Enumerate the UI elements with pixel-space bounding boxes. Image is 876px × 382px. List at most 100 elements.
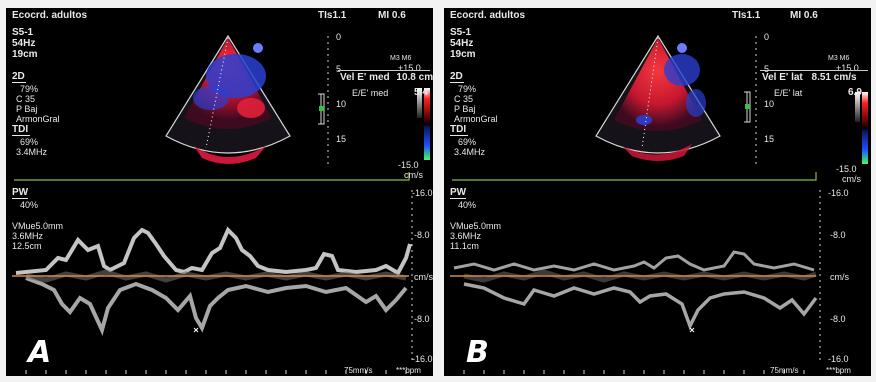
- ratio-value: 5.4: [414, 87, 428, 98]
- mode-2d-power: P Baj: [16, 104, 38, 114]
- tdi-gain: 69%: [20, 137, 39, 147]
- ecg-timeline-b: [452, 172, 817, 181]
- time-ticks-b: [463, 370, 805, 374]
- mode-2d-label: 2D: [450, 71, 463, 82]
- thermal-index: TIs1.1: [732, 10, 761, 21]
- ratio-label: E/E' lat: [774, 88, 803, 98]
- color-scale-bar-b: [862, 92, 868, 164]
- color-scale-bar-a: [424, 88, 430, 160]
- mechanical-index: MI 0.6: [790, 10, 818, 21]
- vel-tick-bottom: -16.0: [828, 354, 849, 364]
- gate-marker: [319, 106, 324, 111]
- vel-value: 10.8 cm/s: [396, 72, 433, 83]
- mode-2d-compression: C 35: [454, 94, 474, 104]
- probe-orientation-icon: [677, 43, 687, 53]
- depth-scale-b: 0 5 10 15: [744, 32, 774, 168]
- pw-underline: [12, 198, 28, 199]
- image-depth: 19cm: [450, 49, 476, 60]
- tdi-gain: 69%: [458, 137, 477, 147]
- gate-marker: [745, 104, 750, 109]
- mode-2d-gain: 79%: [458, 84, 477, 94]
- sweep-speed: 75mm/s: [770, 366, 799, 375]
- vel-label: Vel E' lat: [762, 72, 803, 83]
- color-map-mode: M3 M6: [390, 55, 412, 62]
- vel-tick-zero: cm/s: [830, 272, 849, 282]
- pw-freq: 3.6MHz: [12, 231, 44, 241]
- color-scale-top: +15.0: [398, 63, 421, 73]
- heart-rate: ***bpm: [826, 366, 851, 375]
- echo-panel-a: 0 5 10 15: [6, 8, 433, 376]
- echo-panel-b: 0 5 10 15: [444, 8, 871, 376]
- frame-rate: 54Hz: [12, 38, 36, 49]
- vel-tick-bottom: -16.0: [412, 354, 433, 364]
- color-scale-bottom: -15.0: [836, 164, 857, 174]
- probe-model: S5-1: [12, 27, 34, 38]
- pw-gain: 40%: [458, 200, 477, 210]
- depth-tick-10: 10: [336, 99, 346, 109]
- vel-label: Vel E' med: [340, 72, 390, 83]
- color-map-mode: M3 M6: [828, 55, 850, 62]
- vel-tick-upper: -8.0: [414, 230, 430, 240]
- mode-2d-compression: C 35: [16, 94, 36, 104]
- tdi-underline: [450, 135, 468, 136]
- color-scale-bottom: -15.0: [398, 160, 419, 170]
- gray-scale-bar-b: [855, 92, 860, 122]
- pw-sample-volume: VMue5.0mm: [450, 221, 502, 231]
- time-ticks-a: [25, 370, 407, 374]
- velocity-cursor-icon: [193, 327, 199, 333]
- pw-label: PW: [450, 187, 467, 198]
- mechanical-index: MI 0.6: [378, 10, 406, 21]
- mode-2d-underline: [12, 82, 26, 83]
- mode-2d-underline: [450, 82, 464, 83]
- depth-tick-15: 15: [336, 134, 346, 144]
- pw-depth: 11.1cm: [450, 241, 479, 251]
- pw-label: PW: [12, 187, 29, 198]
- frame-rate: 54Hz: [450, 38, 474, 49]
- mode-2d-harmonic: ArmonGral: [454, 114, 498, 124]
- vel-tick-top: -16.0: [828, 188, 849, 198]
- color-scale-unit: cm/s: [842, 174, 861, 184]
- ecg-timeline-a: [14, 172, 410, 181]
- depth-tick-5: 5: [764, 64, 769, 74]
- measurement-box-b: Vel E' lat 8.51 cm/s E/E' lat 6.9: [760, 70, 868, 101]
- sector-image-b: [595, 34, 721, 161]
- vel-tick-lower: -8.0: [830, 314, 846, 324]
- mode-2d-gain: 79%: [20, 84, 39, 94]
- panel-label-b: B: [466, 335, 489, 370]
- vel-tick-lower: -8.0: [414, 314, 430, 324]
- exam-title: Ecocrd. adultos: [450, 10, 526, 21]
- velocity-cursor-icon: [689, 327, 695, 333]
- color-scale-unit: cm/s: [404, 170, 423, 180]
- pw-sample-volume: VMue5.0mm: [12, 221, 64, 231]
- doppler-spectrum-a: [15, 226, 412, 336]
- measurement-box-a: Vel E' med 10.8 cm/s E/E' med 5.4: [338, 70, 433, 101]
- depth-tick-0: 0: [336, 32, 341, 42]
- image-depth: 19cm: [12, 49, 38, 60]
- mode-2d-harmonic: ArmonGral: [16, 114, 60, 124]
- sector-image-a: [165, 34, 291, 164]
- mode-2d-label: 2D: [12, 71, 25, 82]
- depth-scale-a: 0 5 10 15: [318, 32, 346, 168]
- pw-depth: 12.5cm: [12, 241, 42, 251]
- tdi-underline: [12, 135, 30, 136]
- thermal-index: TIs1.1: [318, 10, 347, 21]
- color-scale-top: +15.0: [836, 63, 859, 73]
- tdi-label: TDI: [12, 124, 29, 135]
- pw-underline: [450, 198, 466, 199]
- vel-value: 8.51 cm/s: [811, 72, 857, 83]
- doppler-spectrum-b: [453, 250, 818, 333]
- ratio-value: 6.9: [848, 87, 862, 98]
- depth-tick-15: 15: [764, 134, 774, 144]
- echo-graphics-b: 0 5 10 15: [450, 32, 868, 374]
- vel-tick-upper: -8.0: [830, 230, 846, 240]
- probe-orientation-icon: [253, 43, 263, 53]
- probe-model: S5-1: [450, 27, 472, 38]
- depth-tick-5: 5: [336, 64, 341, 74]
- vel-tick-zero: cm/s: [414, 272, 433, 282]
- mode-2d-power: P Baj: [454, 104, 476, 114]
- sweep-speed: 75mm/s: [344, 366, 373, 375]
- depth-tick-0: 0: [764, 32, 769, 42]
- panel-label-a: A: [28, 335, 52, 370]
- pw-gain: 40%: [20, 200, 39, 210]
